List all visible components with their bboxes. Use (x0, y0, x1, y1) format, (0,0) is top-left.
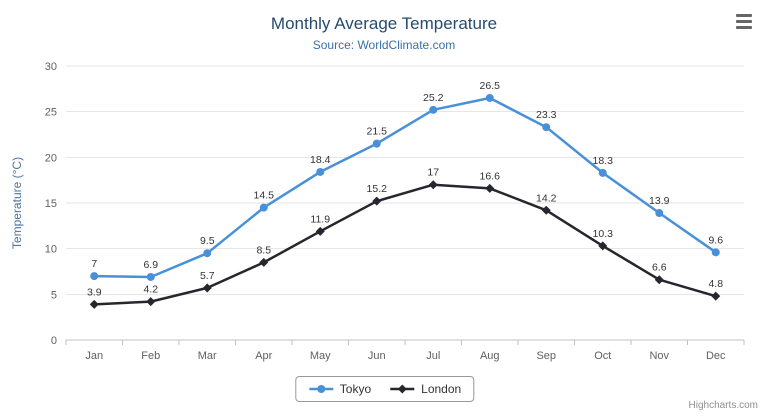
x-axis-tick-label: Feb (141, 350, 160, 362)
marker-tokyo[interactable] (259, 203, 268, 212)
hamburger-menu-icon (736, 25, 752, 29)
data-label-tokyo: 13.9 (649, 195, 670, 207)
x-axis-tick-label: Sep (536, 350, 556, 362)
legend-item-london[interactable]: London (389, 382, 461, 396)
marker-tokyo[interactable] (316, 167, 325, 176)
y-axis-tick-label: 5 (51, 289, 57, 301)
export-menu-button[interactable] (731, 10, 757, 32)
legend-circle-icon (316, 385, 325, 393)
data-label-tokyo: 25.2 (423, 92, 444, 104)
data-label-london: 10.3 (593, 228, 614, 240)
y-axis-tick-label: 20 (45, 152, 57, 164)
marker-london[interactable] (202, 283, 212, 293)
x-axis-tick-label: Nov (649, 350, 669, 362)
marker-tokyo[interactable] (203, 249, 212, 258)
chart-subtitle: Source: WorldClimate.com (313, 38, 456, 52)
marker-london[interactable] (485, 183, 495, 193)
y-axis-tick-label: 0 (51, 335, 57, 347)
data-label-tokyo: 14.5 (254, 190, 275, 202)
marker-london[interactable] (259, 257, 269, 267)
grid-and-axes: 0 5 10 15 20 25 30 Jan Feb Mar Apr May Jun Jul Aug Sep O… (45, 61, 745, 362)
marker-london[interactable] (598, 241, 608, 251)
marker-tokyo[interactable] (146, 272, 155, 281)
hamburger-menu-icon (736, 13, 752, 17)
marker-tokyo[interactable] (372, 139, 381, 148)
data-label-london: 16.6 (480, 170, 501, 182)
x-axis-tick-label: Dec (706, 350, 726, 362)
legend-label-london: London (421, 382, 462, 396)
chart-title: Monthly Average Temperature (271, 14, 497, 33)
data-label-london: 6.6 (652, 262, 667, 274)
data-label-tokyo: 6.9 (143, 259, 158, 271)
data-label-london: 15.2 (367, 183, 388, 195)
data-label-london: 4.8 (708, 278, 723, 290)
marker-tokyo[interactable] (90, 272, 99, 281)
data-label-tokyo: 23.3 (536, 109, 557, 121)
data-label-tokyo: 26.5 (480, 80, 501, 92)
x-axis-tick-label: Apr (255, 350, 272, 362)
x-axis-tick-label: May (310, 350, 331, 362)
data-label-london: 4.2 (143, 284, 158, 296)
x-axis-tick-label: Mar (198, 350, 217, 362)
y-axis-title: Temperature (°C) (10, 157, 24, 249)
y-axis-tick-label: 25 (45, 107, 57, 119)
legend-label-tokyo: Tokyo (339, 382, 372, 396)
data-label-tokyo: 21.5 (367, 126, 388, 138)
chart-legend: Tokyo London (294, 376, 475, 402)
marker-tokyo[interactable] (485, 93, 494, 102)
legend-marker-tokyo (308, 385, 333, 393)
marker-london[interactable] (541, 205, 551, 215)
marker-london[interactable] (372, 196, 382, 206)
marker-london[interactable] (315, 226, 325, 236)
y-axis-tick-label: 10 (45, 244, 57, 256)
data-label-london: 3.9 (87, 286, 102, 298)
marker-tokyo[interactable] (429, 105, 438, 114)
legend-diamond-icon (397, 384, 407, 394)
x-axis-tick-label: Jun (368, 350, 386, 362)
x-axis-tick-label: Oct (594, 350, 611, 362)
x-axis-tick-label: Aug (480, 350, 500, 362)
series-line-london (93, 183, 718, 306)
data-label-tokyo: 9.5 (200, 235, 215, 247)
data-label-tokyo: 18.3 (593, 155, 614, 167)
marker-london[interactable] (654, 275, 664, 285)
y-axis-tick-label: 15 (45, 198, 57, 210)
y-axis-tick-label: 30 (45, 61, 57, 73)
data-label-tokyo: 18.4 (310, 154, 331, 166)
legend-item-tokyo[interactable]: Tokyo (308, 382, 371, 396)
data-label-london: 11.9 (310, 213, 330, 225)
marker-london[interactable] (711, 291, 721, 301)
data-label-london: 5.7 (200, 270, 215, 282)
data-label-london: 14.2 (536, 192, 557, 204)
data-label-tokyo: 9.6 (708, 234, 723, 246)
hamburger-menu-icon (736, 19, 752, 23)
series-layer: 7 6.9 9.5 14.5 18.4 21.5 25.2 26.5 23.3 18.3 13.9 9… (87, 80, 723, 309)
legend-marker-london (390, 384, 415, 394)
marker-london[interactable] (89, 299, 99, 309)
series-line-tokyo (93, 96, 718, 279)
data-label-london: 8.5 (256, 244, 271, 256)
marker-tokyo[interactable] (711, 248, 720, 257)
x-axis-tick-label: Jan (85, 350, 103, 362)
marker-tokyo[interactable] (542, 123, 551, 132)
marker-london[interactable] (146, 297, 156, 307)
credits-link[interactable]: Highcharts.com (689, 400, 758, 411)
marker-london[interactable] (428, 180, 438, 190)
data-label-tokyo: 7 (91, 258, 97, 270)
marker-tokyo[interactable] (655, 209, 664, 218)
x-axis-tick-label: Jul (426, 350, 440, 362)
marker-tokyo[interactable] (598, 168, 607, 177)
data-label-london: 17 (427, 167, 439, 179)
